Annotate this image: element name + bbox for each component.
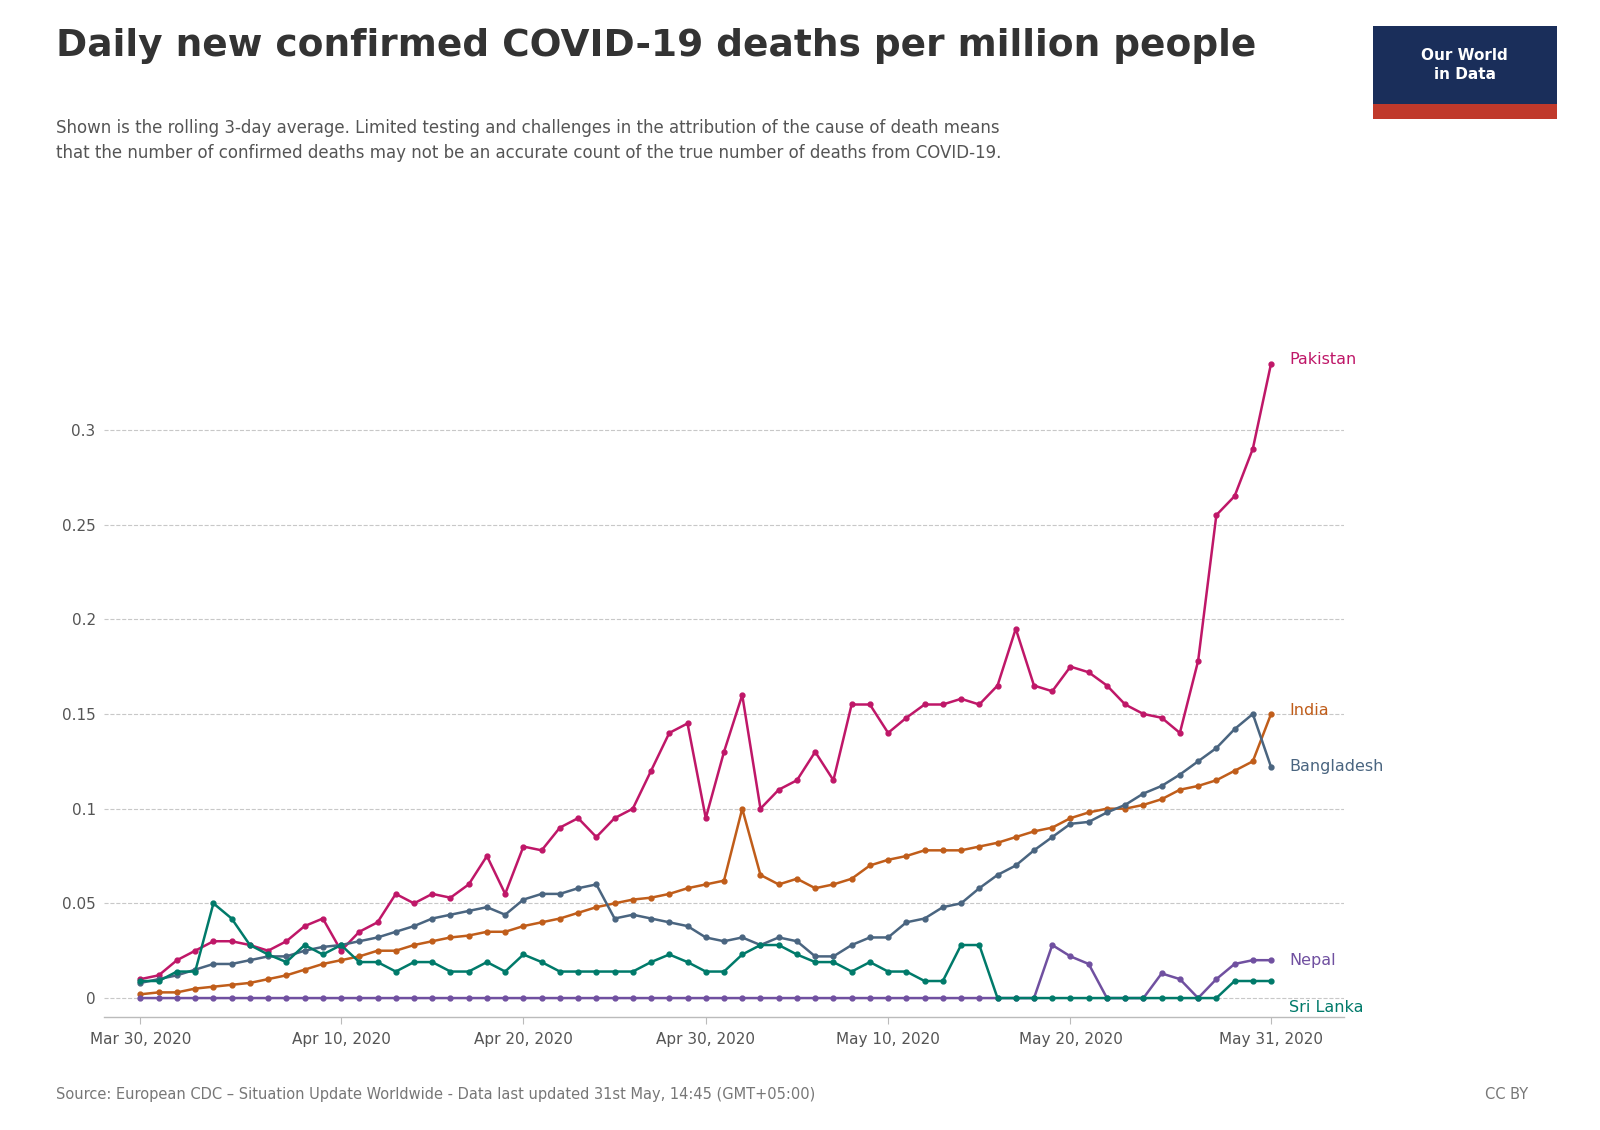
Text: Sri Lanka: Sri Lanka bbox=[1290, 1000, 1363, 1015]
Text: Pakistan: Pakistan bbox=[1290, 353, 1357, 367]
Text: Daily new confirmed COVID-19 deaths per million people: Daily new confirmed COVID-19 deaths per … bbox=[56, 28, 1256, 64]
Text: India: India bbox=[1290, 703, 1330, 718]
Text: Shown is the rolling 3-day average. Limited testing and challenges in the attrib: Shown is the rolling 3-day average. Limi… bbox=[56, 119, 1002, 163]
Text: Bangladesh: Bangladesh bbox=[1290, 759, 1384, 774]
Text: Nepal: Nepal bbox=[1290, 953, 1336, 967]
Text: Our World
in Data: Our World in Data bbox=[1421, 49, 1509, 81]
Text: Source: European CDC – Situation Update Worldwide - Data last updated 31st May, : Source: European CDC – Situation Update … bbox=[56, 1087, 816, 1102]
Text: CC BY: CC BY bbox=[1485, 1087, 1528, 1102]
